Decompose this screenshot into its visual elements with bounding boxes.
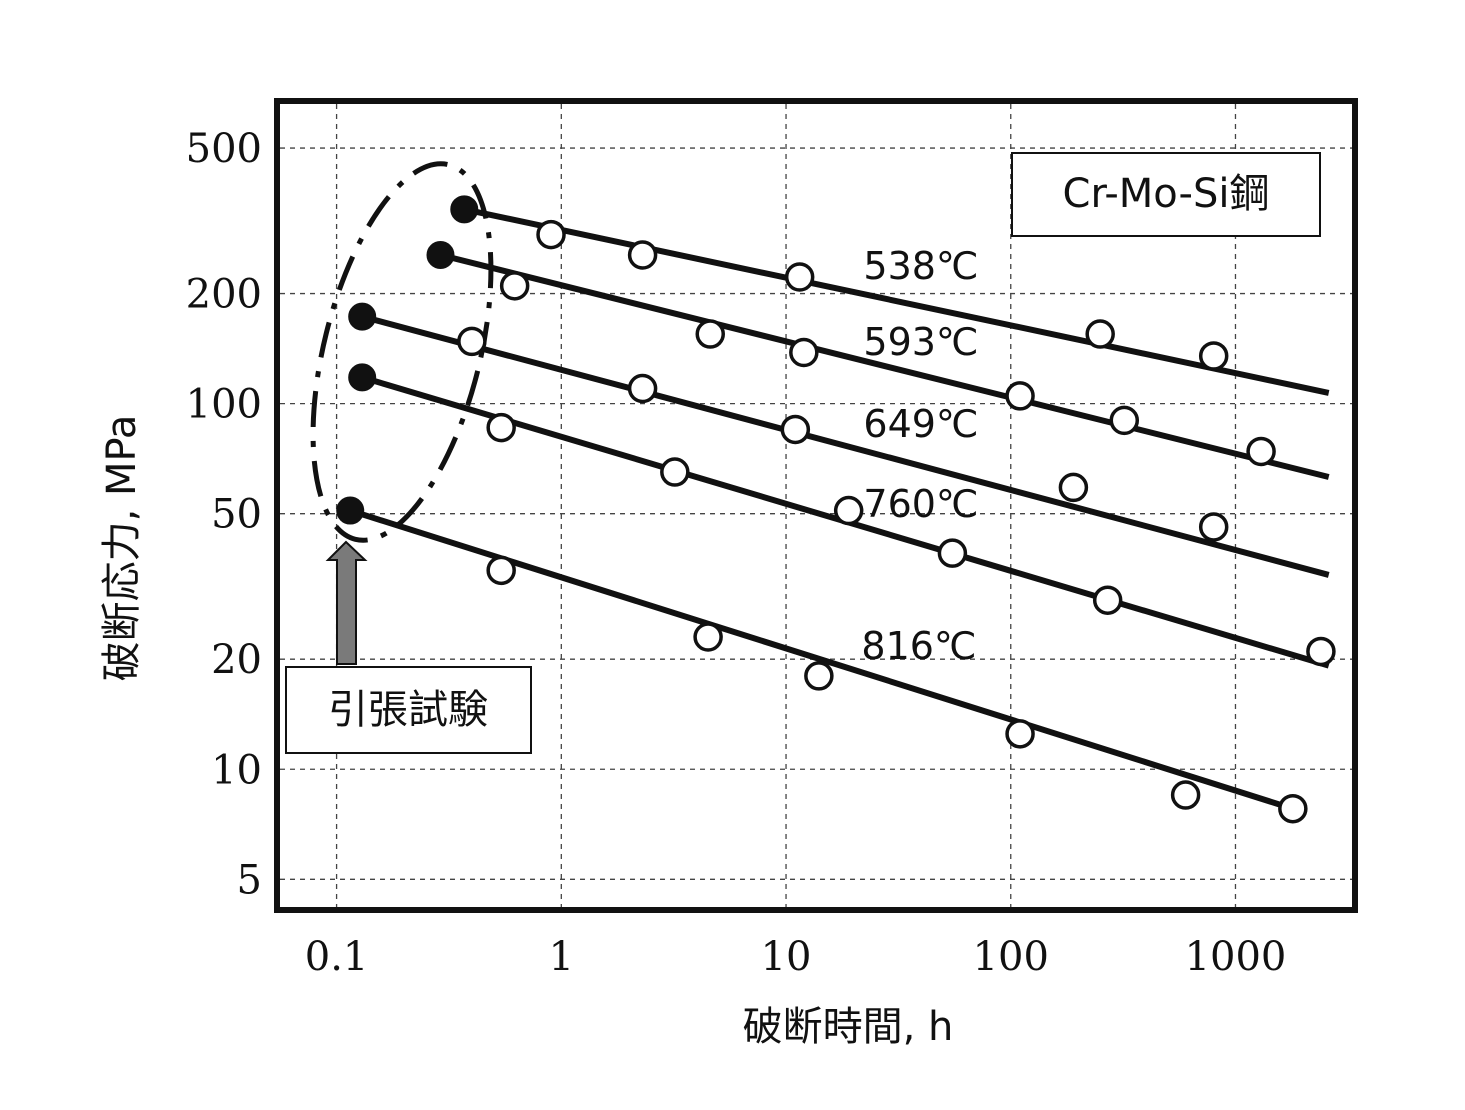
series-fit-line: [439, 252, 1330, 480]
legend-box-label: Cr-Mo-Si鋼: [1063, 171, 1270, 217]
x-tick-label: 10: [761, 934, 812, 980]
creep-data-point: [804, 661, 834, 691]
creep-data-point: [1058, 472, 1089, 503]
y-tick-label: 5: [237, 857, 262, 903]
creep-data-point: [833, 495, 864, 526]
y-axis-title: 破断応力, MPa: [99, 415, 145, 682]
x-tick-label: 1: [549, 934, 574, 980]
tensile-data-point: [336, 496, 365, 525]
creep-data-point: [789, 337, 819, 368]
axis-ticks: 0.1 1 10 100 1000 500 200 100 50 20 10 5: [186, 126, 1287, 980]
series-label: 816℃: [861, 624, 976, 668]
creep-data-point: [1198, 512, 1229, 542]
creep-data-point: [780, 414, 811, 445]
plot-frame: [274, 98, 1358, 913]
y-tick-label: 20: [211, 637, 262, 683]
creep-data-point: [1198, 341, 1229, 371]
annotation-box-label: 引張試験: [328, 687, 488, 733]
creep-data-point: [660, 457, 690, 487]
tensile-data-point: [348, 363, 377, 392]
creep-data-point: [937, 538, 968, 568]
series-label: 538℃: [863, 244, 978, 288]
creep-data-point: [486, 412, 516, 443]
series-label: 593℃: [863, 320, 978, 364]
creep-data-point: [486, 555, 516, 586]
creep-data-point: [499, 271, 530, 301]
y-tick-label: 10: [211, 747, 262, 793]
x-tick-label: 100: [973, 934, 1049, 980]
creep-data-point: [1306, 636, 1336, 667]
legend-box: Cr-Mo-Si鋼: [1011, 152, 1321, 237]
tensile-data-point: [426, 241, 455, 270]
data-points: [336, 195, 1336, 824]
creep-data-point: [695, 319, 725, 349]
creep-data-point: [1109, 405, 1140, 436]
creep-data-point: [1005, 719, 1035, 749]
series-fit-line: [361, 313, 1330, 578]
creep-data-point: [1278, 793, 1308, 824]
series-fit-line: [463, 206, 1330, 396]
creep-data-point: [536, 219, 566, 250]
creep-data-point: [1246, 436, 1276, 467]
y-tick-label: 100: [186, 382, 262, 428]
creep-data-point: [1092, 585, 1123, 615]
x-tick-label: 0.1: [305, 934, 369, 980]
tensile-annotation: 引張試験: [285, 540, 532, 754]
series-label: 760℃: [863, 482, 978, 526]
y-tick-label: 200: [186, 272, 262, 318]
y-tick-label: 500: [186, 126, 262, 172]
creep-data-point: [627, 373, 658, 404]
creep-data-point: [1085, 319, 1115, 349]
legend-box-frame: [1011, 152, 1321, 237]
up-arrow-icon: [325, 540, 368, 665]
tensile-data-point: [348, 302, 377, 331]
y-tick-label: 50: [211, 492, 262, 538]
series-label: 649℃: [863, 402, 978, 446]
annotation-box-frame: [285, 666, 532, 754]
creep-data-point: [1170, 780, 1201, 810]
creep-data-point: [457, 326, 487, 357]
tensile-data-point: [450, 195, 479, 224]
x-axis-title: 破断時間, h: [743, 1004, 954, 1050]
creep-data-point: [693, 622, 723, 652]
creep-data-point: [1005, 381, 1035, 411]
x-tick-label: 1000: [1185, 934, 1287, 980]
creep-data-point: [627, 240, 658, 270]
creep-data-point: [784, 262, 815, 292]
